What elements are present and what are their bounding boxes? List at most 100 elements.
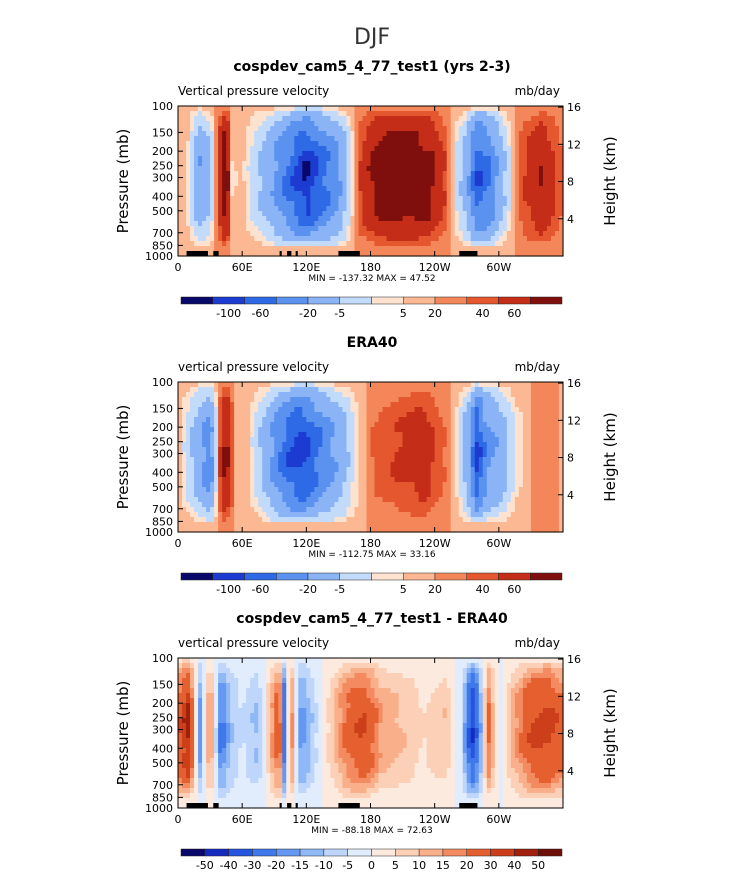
- contour-cell: [515, 171, 520, 177]
- contour-cell: [206, 512, 211, 518]
- contour-cell: [246, 427, 251, 433]
- contour-cell: [375, 407, 380, 413]
- contour-cell: [238, 166, 243, 172]
- contour-cell: [427, 482, 432, 488]
- contour-cell: [190, 106, 195, 112]
- contour-cell: [451, 141, 456, 147]
- contour-cell: [230, 191, 235, 197]
- contour-cell: [222, 412, 227, 418]
- contour-cell: [371, 432, 376, 438]
- contour-cell: [346, 146, 351, 152]
- contour-cell: [387, 126, 392, 132]
- contour-cell: [262, 382, 267, 388]
- contour-cell: [431, 166, 436, 172]
- contour-cell: [194, 221, 199, 227]
- contour-cell: [282, 402, 287, 408]
- contour-cell: [310, 171, 315, 177]
- contour-cell: [270, 126, 275, 132]
- contour-cell: [318, 452, 323, 458]
- contour-cell: [379, 111, 384, 117]
- contour-cell: [314, 422, 319, 428]
- contour-cell: [250, 221, 255, 227]
- contour-cell: [443, 487, 448, 493]
- contour-cell: [523, 206, 528, 212]
- contour-cell: [194, 472, 199, 478]
- contour-cell: [362, 397, 367, 403]
- contour-cell: [487, 236, 492, 242]
- contour-cell: [427, 126, 432, 132]
- contour-cell: [499, 136, 504, 142]
- contour-cell: [278, 502, 283, 508]
- contour-cell: [330, 442, 335, 448]
- contour-cell: [330, 196, 335, 202]
- contour-cell: [278, 226, 283, 232]
- contour-cell: [274, 216, 279, 222]
- contour-cell: [262, 106, 267, 112]
- contour-cell: [431, 477, 436, 483]
- contour-cell: [451, 246, 456, 252]
- contour-cell: [479, 161, 484, 167]
- contour-cell: [395, 482, 400, 488]
- contour-cell: [399, 131, 404, 137]
- contour-cell: [302, 522, 307, 528]
- contour-cell: [479, 226, 484, 232]
- contour-cell: [206, 407, 211, 413]
- contour-cell: [282, 236, 287, 242]
- contour-cell: [278, 136, 283, 142]
- contour-cell: [266, 477, 271, 483]
- contour-cell: [258, 447, 263, 453]
- contour-cell: [234, 497, 239, 503]
- contour-cell: [475, 231, 480, 237]
- contour-cell: [270, 171, 275, 177]
- contour-cell: [182, 201, 187, 207]
- contour-cell: [415, 472, 420, 478]
- contour-cell: [242, 111, 247, 117]
- contour-cell: [403, 236, 408, 242]
- contour-cell: [250, 502, 255, 508]
- contour-cell: [354, 126, 359, 132]
- contour-cell: [298, 382, 303, 388]
- contour-cell: [419, 141, 424, 147]
- contour-cell: [435, 141, 440, 147]
- contour-cell: [495, 226, 500, 232]
- contour-cell: [431, 196, 436, 202]
- contour-cell: [527, 201, 532, 207]
- contour-cell: [371, 457, 376, 463]
- contour-cell: [427, 397, 432, 403]
- contour-cell: [443, 121, 448, 127]
- contour-cell: [471, 201, 476, 207]
- contour-cell: [186, 407, 191, 413]
- contour-cell: [531, 136, 536, 142]
- contour-cell: [334, 231, 339, 237]
- panel-title: ERA40: [347, 335, 398, 351]
- contour-cell: [395, 407, 400, 413]
- contour-cell: [306, 497, 311, 503]
- contour-cell: [282, 116, 287, 122]
- contour-cell: [403, 231, 408, 237]
- contour-cell: [326, 397, 331, 403]
- contour-cell: [198, 141, 203, 147]
- contour-cell: [310, 136, 315, 142]
- contour-cell: [334, 156, 339, 162]
- contour-cell: [254, 412, 259, 418]
- contour-cell: [230, 472, 235, 478]
- contour-cell: [391, 477, 396, 483]
- contour-cell: [326, 236, 331, 242]
- contour-cell: [210, 156, 215, 162]
- contour-cell: [443, 141, 448, 147]
- contour-cell: [419, 156, 424, 162]
- contour-cell: [439, 166, 444, 172]
- contour-cell: [230, 502, 235, 508]
- contour-cell: [407, 507, 412, 513]
- contour-cell: [270, 241, 275, 247]
- contour-cell: [286, 156, 291, 162]
- contour-cell: [395, 502, 400, 508]
- contour-cell: [218, 151, 223, 157]
- contour-cell: [354, 432, 359, 438]
- contour-cell: [342, 397, 347, 403]
- contour-cell: [415, 191, 420, 197]
- contour-cell: [322, 407, 327, 413]
- contour-cell: [338, 156, 343, 162]
- contour-cell: [290, 512, 295, 518]
- contour-cell: [286, 442, 291, 448]
